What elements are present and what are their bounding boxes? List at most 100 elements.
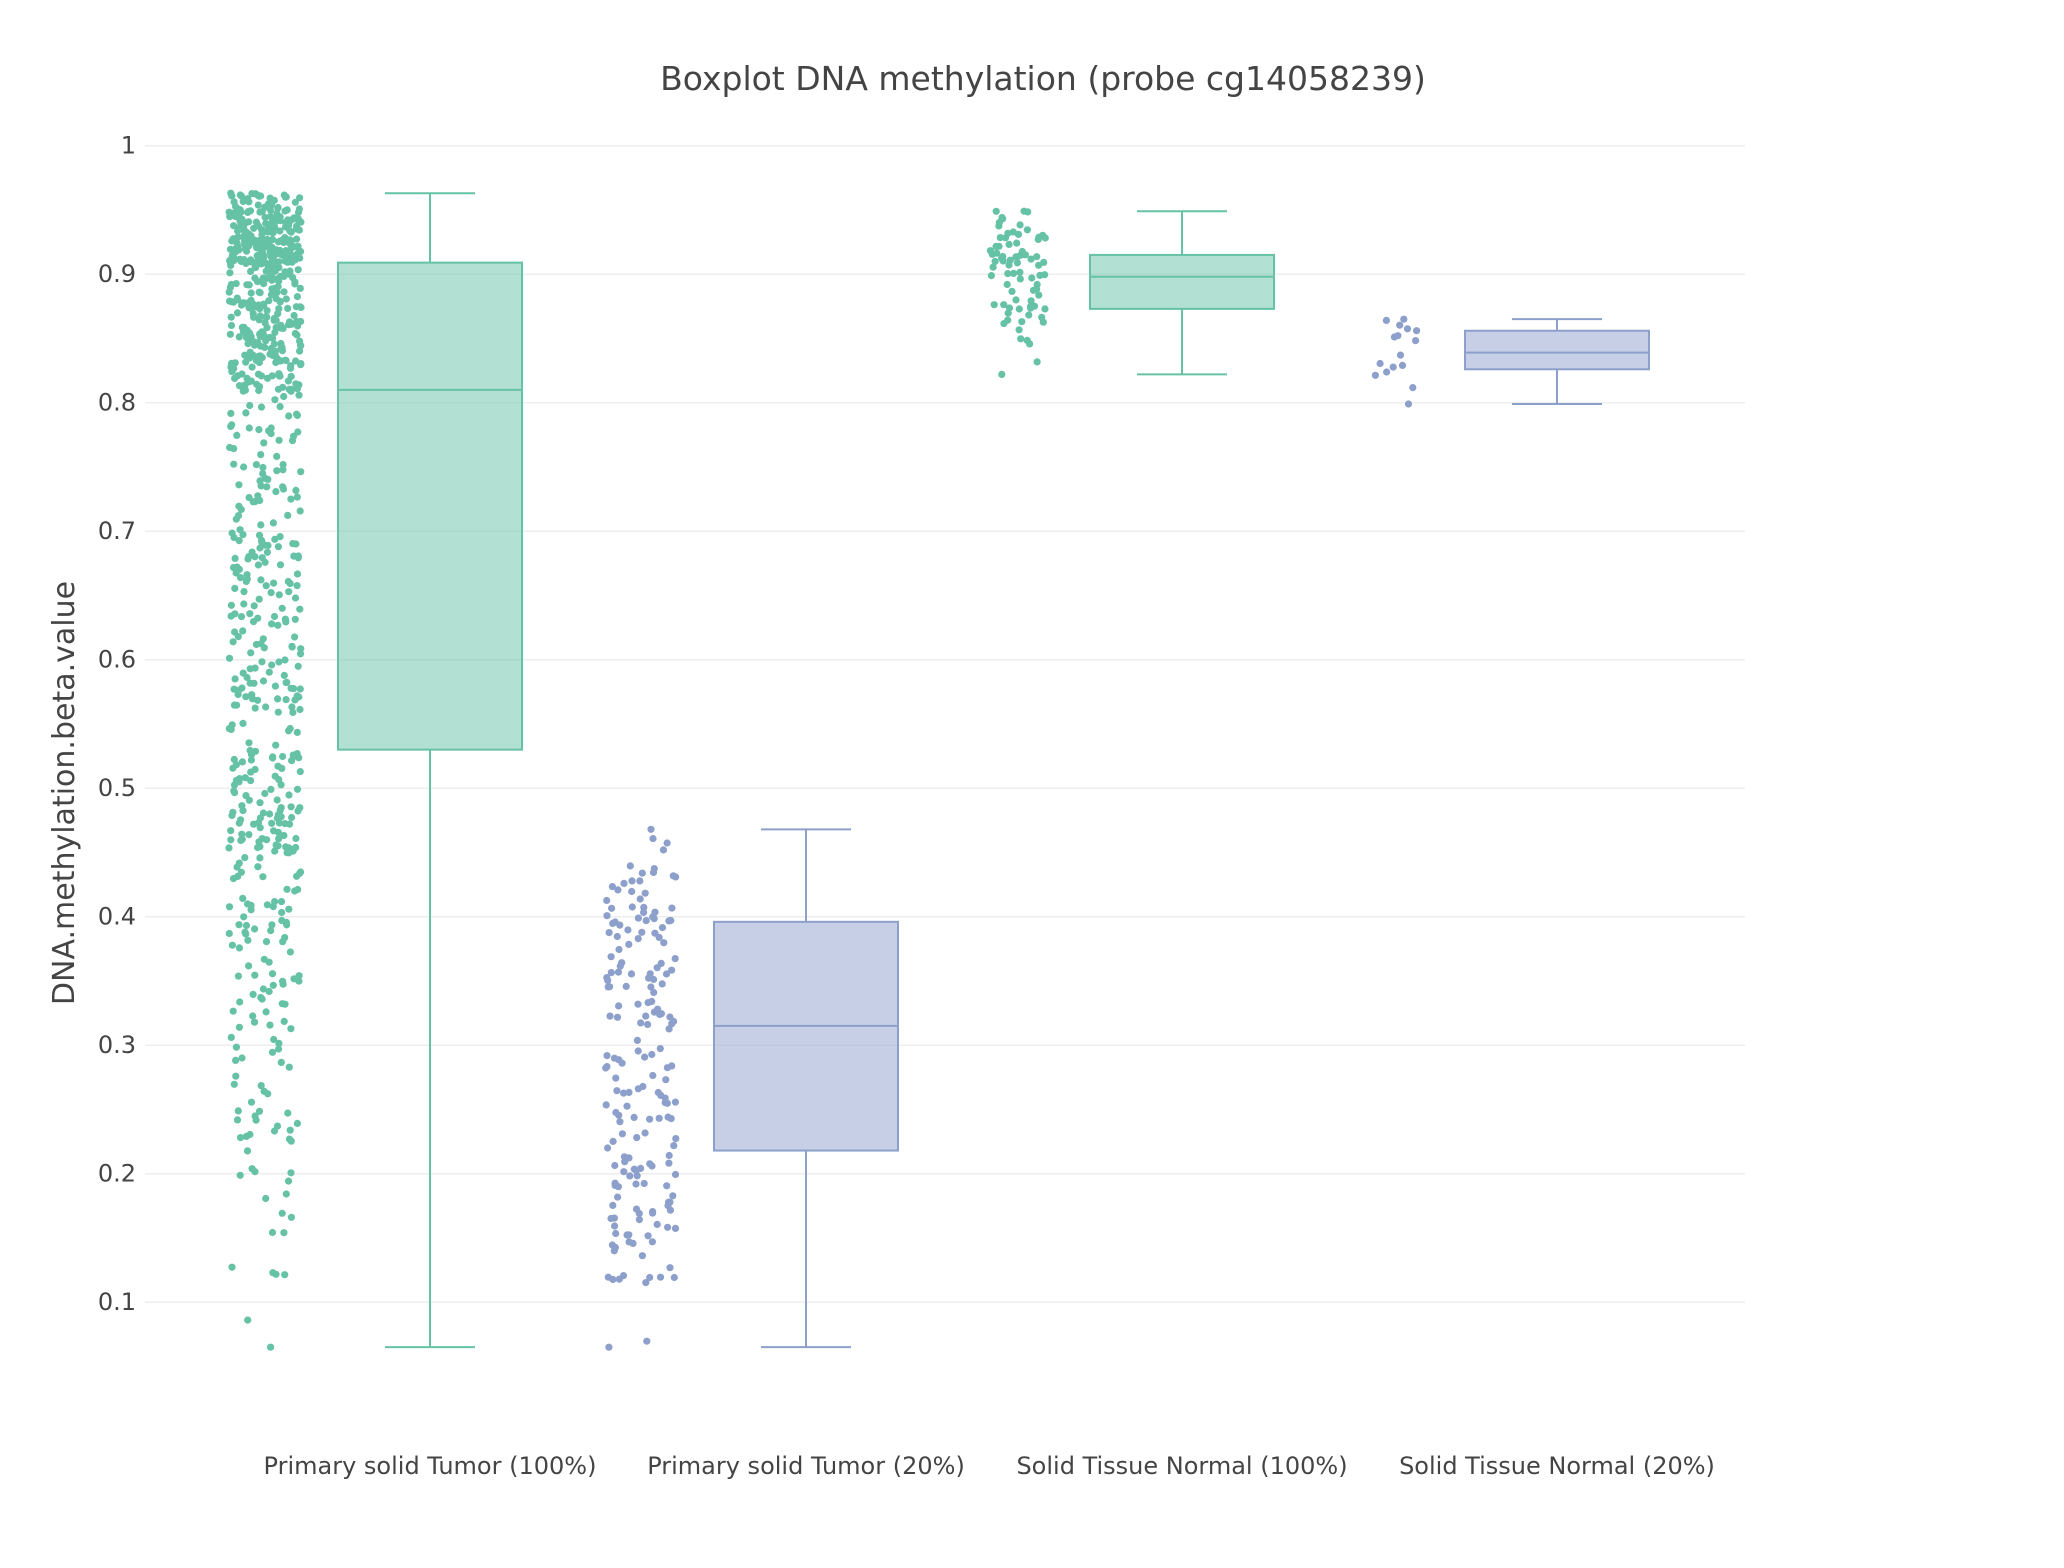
data-point — [276, 806, 284, 815]
y-tick-label: 0.9 — [98, 260, 136, 288]
data-point — [225, 844, 233, 852]
data-point — [271, 328, 279, 336]
data-point — [228, 192, 236, 200]
data-point — [245, 553, 253, 561]
box-1 — [337, 192, 523, 1349]
data-point — [288, 703, 296, 711]
data-point — [634, 1000, 642, 1008]
data-point — [228, 237, 236, 245]
data-point — [268, 661, 276, 669]
data-point — [628, 877, 636, 885]
data-point — [291, 198, 299, 206]
data-point — [235, 382, 244, 390]
data-point — [242, 409, 250, 417]
data-point — [269, 1269, 277, 1277]
y-tick-label: 0.1 — [98, 1288, 136, 1316]
data-point — [242, 792, 250, 800]
data-point — [996, 234, 1004, 242]
data-point — [270, 252, 278, 260]
data-point — [256, 824, 264, 832]
data-point — [1008, 287, 1016, 295]
data-point — [290, 215, 298, 223]
data-point — [275, 776, 283, 784]
data-point — [237, 505, 245, 514]
data-point — [269, 981, 277, 989]
data-point — [991, 257, 999, 265]
data-point — [234, 233, 242, 241]
data-point — [649, 1209, 657, 1217]
data-point — [1024, 208, 1032, 216]
data-point — [649, 868, 658, 877]
data-point — [623, 1102, 631, 1110]
data-point — [662, 970, 671, 978]
data-point — [238, 1054, 246, 1062]
data-point — [245, 424, 253, 432]
data-point — [262, 938, 271, 946]
data-point — [234, 225, 242, 233]
data-point — [231, 359, 239, 367]
data-point — [257, 576, 265, 584]
data-point — [296, 194, 304, 202]
data-point — [642, 1279, 650, 1287]
boxes — [337, 192, 1650, 1349]
data-point — [671, 955, 679, 963]
data-point — [235, 859, 243, 867]
data-point — [989, 263, 997, 271]
data-point — [238, 215, 246, 223]
data-point — [226, 330, 234, 338]
data-point — [246, 207, 255, 215]
data-point — [253, 221, 262, 229]
data-point — [239, 719, 247, 728]
data-point — [1398, 361, 1407, 369]
data-point — [292, 486, 300, 494]
data-point — [239, 299, 248, 307]
data-point — [296, 768, 304, 776]
data-point — [667, 916, 675, 925]
data-point — [275, 591, 283, 599]
data-point — [666, 1206, 675, 1214]
data-point — [252, 263, 260, 271]
data-point — [1015, 305, 1023, 313]
data-point — [297, 645, 305, 653]
data-point — [284, 511, 292, 519]
data-point — [227, 321, 236, 330]
data-point — [1038, 313, 1046, 321]
data-point — [256, 289, 264, 297]
data-point — [297, 247, 305, 256]
data-point — [653, 1220, 661, 1228]
data-point — [254, 863, 262, 871]
data-point — [251, 553, 259, 561]
data-point — [273, 212, 281, 220]
data-point — [618, 1130, 627, 1138]
data-point — [1033, 280, 1041, 289]
data-point — [668, 966, 676, 974]
data-point — [278, 343, 286, 352]
data-point — [286, 240, 294, 248]
data-point — [282, 679, 290, 687]
data-point — [654, 1088, 662, 1097]
data-point — [1013, 239, 1021, 247]
data-point — [256, 208, 264, 216]
data-point — [254, 614, 262, 622]
data-point — [251, 925, 259, 933]
data-point — [274, 543, 282, 551]
data-point — [620, 879, 628, 888]
data-point — [296, 254, 304, 262]
data-point — [280, 831, 288, 840]
data-point — [251, 704, 259, 712]
data-point — [283, 885, 291, 893]
data-point — [620, 1089, 628, 1097]
data-point — [1005, 240, 1013, 248]
data-point — [259, 809, 267, 817]
data-point — [638, 928, 646, 936]
data-point — [1382, 316, 1390, 324]
data-point — [288, 643, 296, 651]
data-point — [293, 785, 302, 793]
data-point — [258, 658, 266, 666]
data-point — [663, 1064, 672, 1072]
data-point — [273, 467, 281, 475]
data-point — [234, 972, 242, 980]
data-point — [250, 1018, 259, 1026]
data-point — [240, 913, 248, 921]
data-point — [253, 380, 261, 388]
